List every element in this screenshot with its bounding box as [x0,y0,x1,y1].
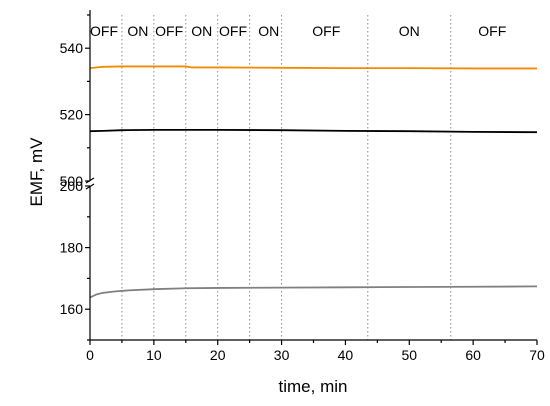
phase-label-on: ON [127,23,148,39]
x-tick-label: 30 [274,347,290,363]
phase-label-on: ON [191,23,212,39]
y-tick-label: 200 [60,178,84,194]
y-tick-label: 540 [60,40,84,56]
series-lines [89,65,538,299]
x-tick-label: 0 [86,347,94,363]
phase-labels: OFF ON OFF ON OFF ON OFF ON OFF [90,23,506,39]
phase-boundaries [121,15,452,340]
x-tick-label: 40 [338,347,354,363]
series-line-1 [89,65,537,70]
y-tick-label: 500 [60,173,84,189]
phase-label-off: OFF [90,23,118,39]
phase-label-off: OFF [219,23,247,39]
phase-label-off: OFF [478,23,506,39]
y-tick-label: 180 [60,240,84,256]
x-tick-label: 20 [210,347,226,363]
series-line-2 [89,128,538,134]
y-tick-label: 160 [60,301,84,317]
x-tick-label: 50 [401,347,417,363]
phase-label-on: ON [258,23,279,39]
axes: 500 520 540 160 180 200 0 10 20 30 40 50 60 70 [60,10,545,363]
x-tick-label: 10 [146,347,162,363]
y-axis-title: EMF, mV [27,137,46,207]
x-tick-label: 60 [465,347,481,363]
y-tick-label: 520 [60,107,84,123]
x-tick-label: 70 [529,347,545,363]
series-line-3 [89,285,538,299]
x-axis-title: time, min [279,377,348,396]
phase-label-on: ON [399,23,420,39]
phase-label-off: OFF [155,23,183,39]
phase-label-off: OFF [312,23,340,39]
